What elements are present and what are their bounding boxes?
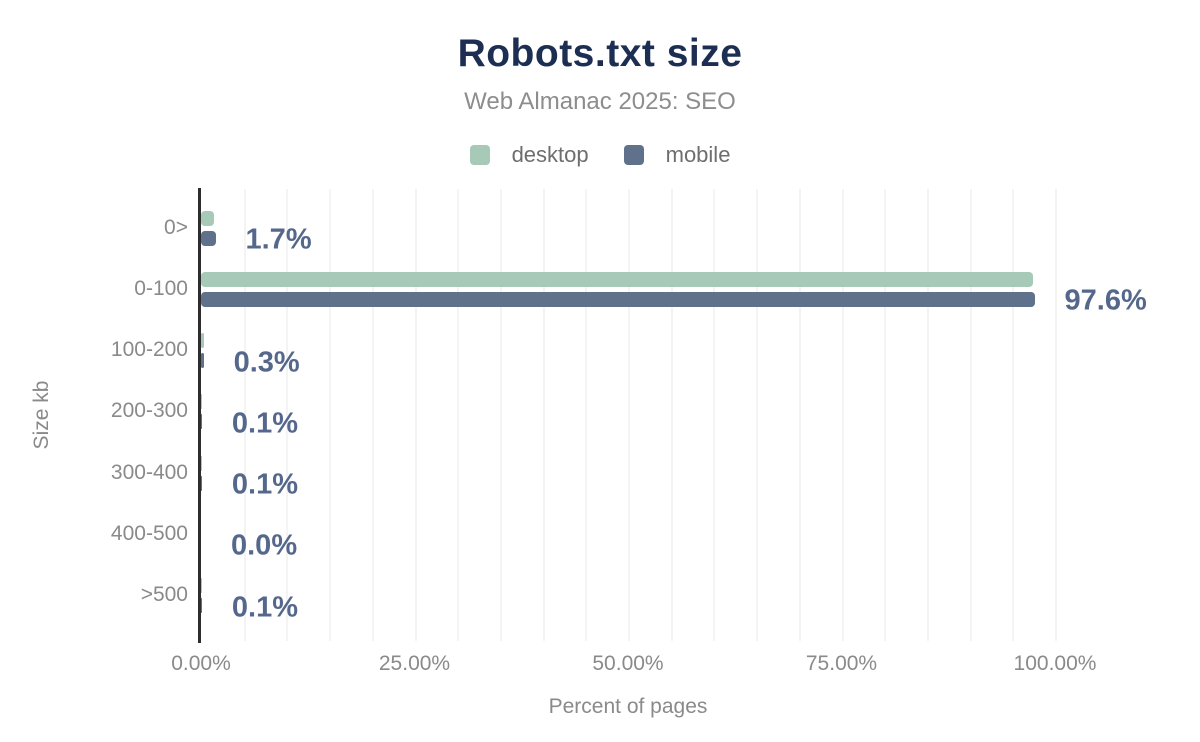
value-label: 97.6%: [1064, 284, 1147, 317]
legend-swatch-desktop: [469, 145, 490, 165]
gridline: [1055, 189, 1057, 641]
bar-desktop-0>[interactable]: [201, 210, 214, 226]
value-label: 0.3%: [233, 346, 300, 378]
gridline: [713, 189, 716, 641]
bar-desktop-200-300[interactable]: [201, 394, 202, 410]
bar-mobile-0-100[interactable]: [201, 291, 1035, 307]
category-label: 200-300: [110, 399, 188, 423]
category-label: >500: [140, 583, 188, 606]
gridline: [884, 189, 887, 641]
chart-subtitle: Web Almanac 2025: SEO: [464, 88, 736, 115]
x-axis-tick-labels: 0.00% 25.00% 50.00% 75.00% 100.00%: [171, 652, 1096, 678]
bar-desktop-100-200[interactable]: [201, 333, 204, 348]
legend-item-mobile[interactable]: mobile: [623, 142, 731, 168]
value-label: 1.7%: [245, 223, 312, 256]
bar-desktop-300-400[interactable]: [201, 455, 202, 471]
category-label: 400-500: [110, 521, 188, 545]
legend-swatch-mobile: [623, 145, 644, 165]
bar-mobile-100-200[interactable]: [201, 353, 204, 368]
gridline: [542, 189, 545, 641]
plot-area: 1.7% 97.6% 0.3% 0.1% 0.1% 0.0% 0.1%: [198, 188, 1147, 643]
y-axis-category-labels: 0> 0-100 100-200 200-300 300-400 400-500 >500: [0, 188, 188, 641]
gridline: [414, 189, 417, 641]
gridline: [841, 189, 844, 641]
value-label: 0.1%: [231, 591, 298, 623]
gridline: [371, 189, 374, 641]
gridline: [798, 189, 801, 641]
gridline: [329, 189, 332, 641]
gridline: [969, 189, 972, 641]
legend-label: mobile: [665, 142, 731, 167]
chart-title: Robots.txt size: [457, 32, 743, 75]
bar-desktop-0-100[interactable]: [201, 271, 1033, 287]
legend-item-desktop[interactable]: desktop: [469, 142, 589, 168]
gridline: [499, 189, 502, 641]
bar-mobile-0>[interactable]: [201, 230, 216, 246]
gridline: [926, 189, 929, 641]
value-label: 0.0%: [231, 529, 298, 562]
gridline: [756, 189, 759, 641]
category-label: 100-200: [110, 338, 188, 361]
gridline: [670, 189, 673, 641]
category-label: 300-400: [110, 460, 188, 484]
bar-mobile-200-300[interactable]: [201, 414, 202, 430]
legend-label: desktop: [511, 142, 589, 167]
x-tick-label: 75.00%: [805, 652, 878, 675]
x-tick-label: 50.00%: [592, 652, 664, 675]
y-axis-line: [198, 188, 201, 643]
x-tick-label: 0.00%: [171, 652, 231, 675]
gridline: [1012, 189, 1015, 641]
gridline: [628, 189, 630, 641]
category-label: 0-100: [134, 276, 188, 300]
legend: desktop mobile: [0, 142, 1200, 168]
gridline: [243, 189, 246, 641]
value-label: 0.1%: [231, 468, 298, 501]
value-label: 0.1%: [231, 407, 298, 440]
bar-mobile-300-400[interactable]: [201, 475, 202, 491]
gridline: [585, 189, 588, 641]
category-label: 0>: [164, 215, 188, 239]
bar-mobile->500[interactable]: [201, 598, 202, 613]
x-tick-label: 100.00%: [1013, 652, 1097, 675]
gridline: [457, 189, 460, 641]
bar-desktop->500[interactable]: [201, 578, 202, 593]
x-tick-label: 25.00%: [378, 652, 451, 675]
x-axis-title: Percent of pages: [548, 695, 708, 718]
gridline: [286, 189, 289, 641]
